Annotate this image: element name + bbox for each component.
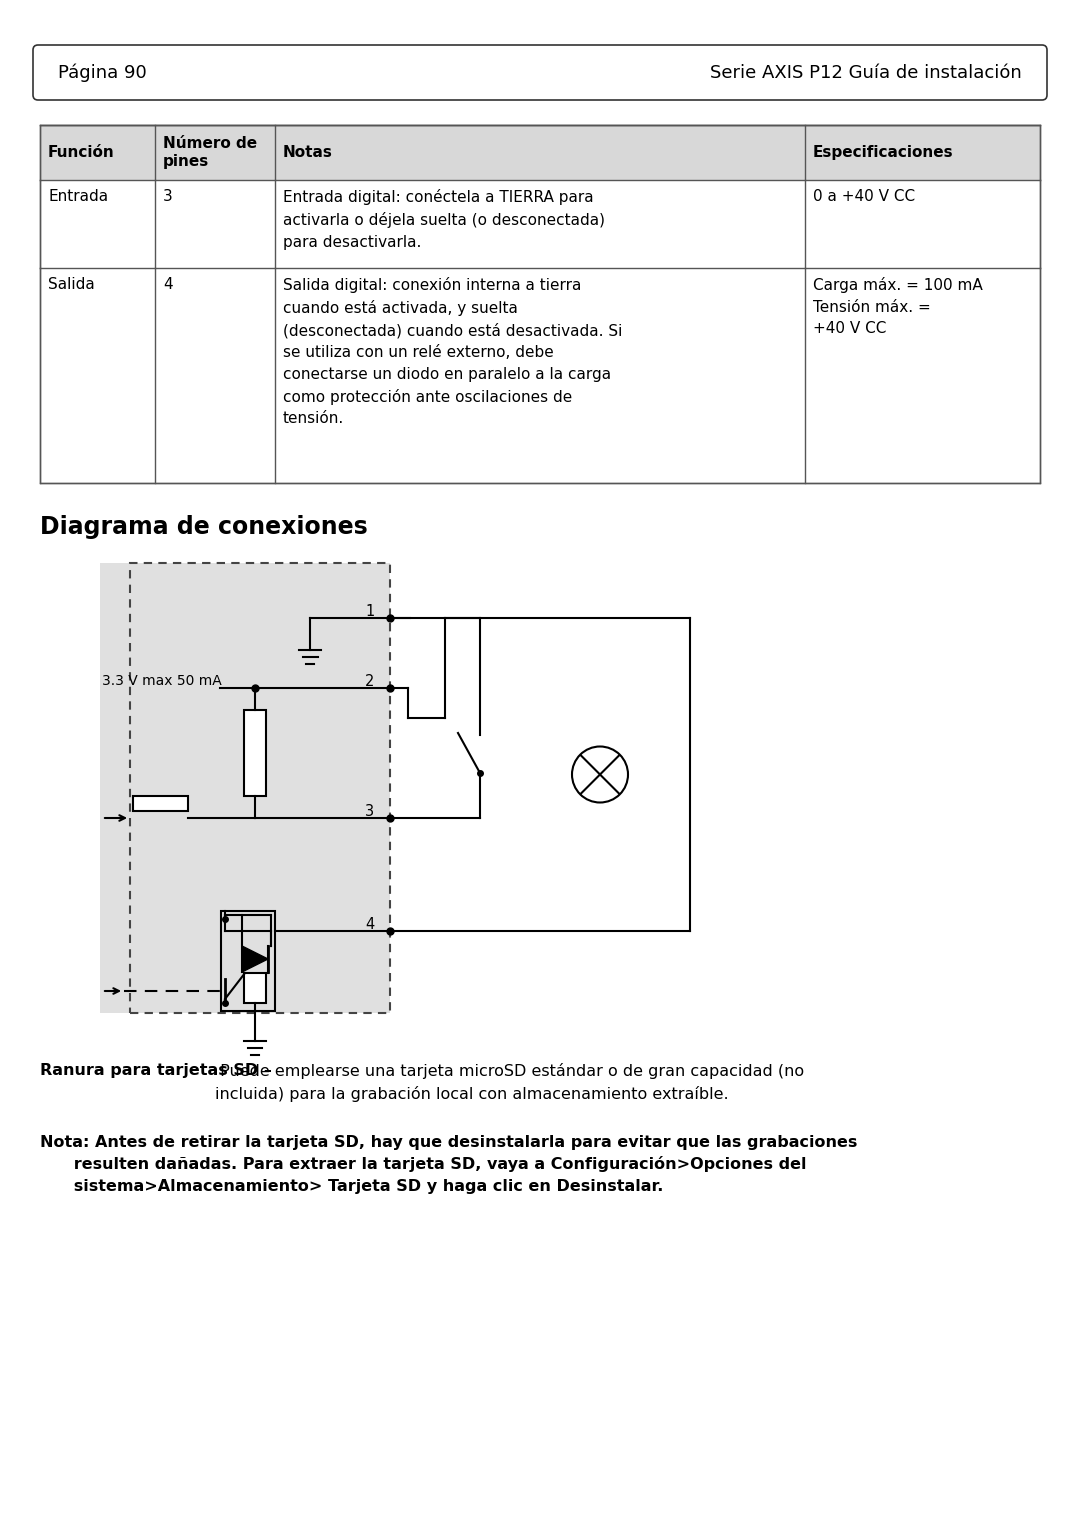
Text: 3: 3: [163, 189, 173, 204]
Text: Ranura para tarjetas SD –: Ranura para tarjetas SD –: [40, 1063, 272, 1078]
Text: Página 90: Página 90: [58, 64, 147, 82]
Text: 4: 4: [365, 917, 375, 932]
Bar: [40, 268, 1040, 483]
Text: Puede emplearse una tarjeta microSD estándar o de gran capacidad (no
incluida) p: Puede emplearse una tarjeta microSD está…: [215, 1063, 805, 1101]
Text: 0 a +40 V CC: 0 a +40 V CC: [813, 189, 915, 204]
Text: 3.3 V max 50 mA: 3.3 V max 50 mA: [102, 675, 221, 688]
Bar: [40, 125, 1040, 180]
Text: Salida: Salida: [48, 277, 95, 292]
Polygon shape: [242, 946, 268, 972]
Bar: [244, 973, 266, 1004]
Text: Especificaciones: Especificaciones: [813, 145, 954, 160]
Text: Salida digital: conexión interna a tierra
cuando está activada, y suelta
(descon: Salida digital: conexión interna a tierr…: [283, 277, 622, 426]
Text: Notas: Notas: [283, 145, 333, 160]
Bar: [40, 125, 1040, 483]
Text: 2: 2: [365, 675, 375, 688]
Text: Entrada: Entrada: [48, 189, 108, 204]
FancyBboxPatch shape: [33, 46, 1047, 101]
Text: 1: 1: [365, 605, 375, 618]
Bar: [100, 564, 390, 1013]
Text: Entrada digital: conéctela a TIERRA para
activarla o déjela suelta (o desconecta: Entrada digital: conéctela a TIERRA para…: [283, 189, 605, 250]
Text: Serie AXIS P12 Guía de instalación: Serie AXIS P12 Guía de instalación: [711, 64, 1022, 82]
Bar: [130, 564, 390, 1013]
Text: Número de
pines: Número de pines: [163, 136, 257, 169]
Text: Nota: Antes de retirar la tarjeta SD, hay que desinstalarla para evitar que las : Nota: Antes de retirar la tarjeta SD, ha…: [40, 1135, 858, 1194]
Bar: [40, 180, 1040, 268]
Bar: [221, 911, 275, 1011]
Bar: [244, 710, 266, 797]
Text: Carga máx. = 100 mA
Tensión máx. =
+40 V CC: Carga máx. = 100 mA Tensión máx. = +40 V…: [813, 277, 983, 337]
Text: 4: 4: [163, 277, 173, 292]
Text: 3: 3: [365, 804, 374, 819]
Text: Función: Función: [48, 145, 114, 160]
Circle shape: [572, 746, 627, 803]
Text: Diagrama de conexiones: Diagrama de conexiones: [40, 515, 368, 539]
Bar: [133, 795, 188, 810]
